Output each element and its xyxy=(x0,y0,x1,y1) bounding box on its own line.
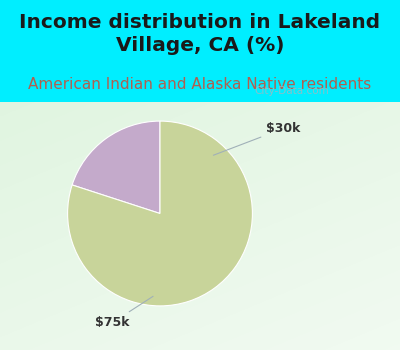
Text: City-Data.com: City-Data.com xyxy=(255,86,329,96)
Text: Income distribution in Lakeland
Village, CA (%): Income distribution in Lakeland Village,… xyxy=(20,13,380,55)
Text: $30k: $30k xyxy=(214,122,301,155)
Text: American Indian and Alaska Native residents: American Indian and Alaska Native reside… xyxy=(28,77,372,92)
Text: $75k: $75k xyxy=(95,296,153,329)
Wedge shape xyxy=(72,121,160,214)
Wedge shape xyxy=(68,121,252,306)
